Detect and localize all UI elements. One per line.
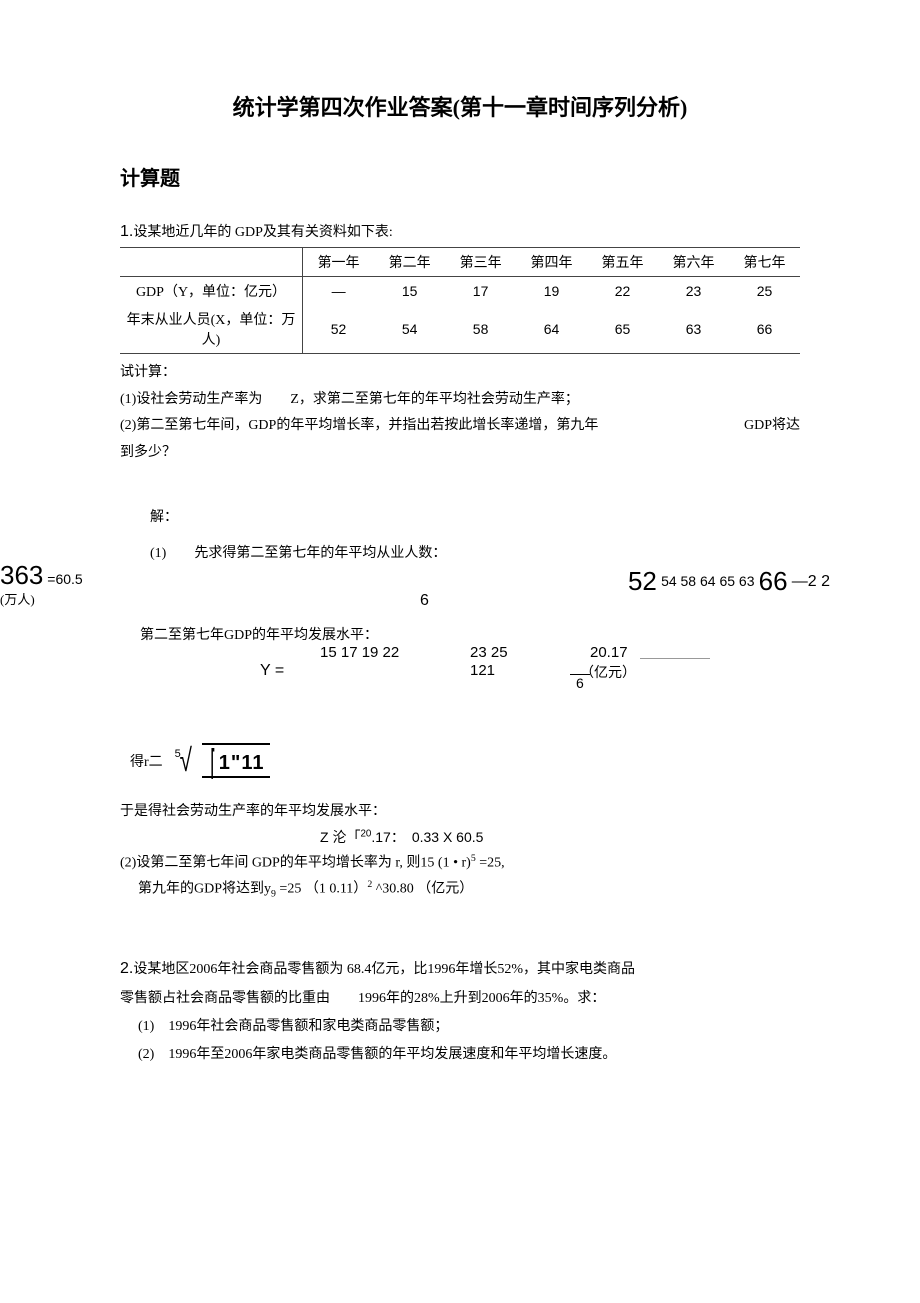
emp-y5: 65 (587, 305, 658, 354)
radicand: ⌈1"11 (202, 743, 270, 778)
col-y6: 第六年 (658, 248, 729, 277)
emp-y1: 52 (303, 305, 375, 354)
p2-lead: 2.设某地区2006年社会商品零售额为 68.4亿元，比1996年增长52%，其… (120, 953, 800, 985)
col-y7: 第七年 (729, 248, 800, 277)
p2-q1: (1) 1996年社会商品零售额和家电类商品零售额； (138, 1013, 800, 1041)
concl4: 第九年的GDP将达到y9 =25 （1 0.11）2 ^30.80 （亿元） (138, 876, 800, 903)
calc-label: 试计算： (120, 360, 800, 387)
emp-y3: 58 (445, 305, 516, 354)
ybar-rule (640, 658, 710, 659)
ybar-six: 6 (570, 674, 590, 691)
p2-line2: 零售额占社会商品零售额的比重由 1996年的28%上升到2006年的35%。求： (120, 985, 800, 1013)
concl1: 于是得社会劳动生产率的年平均发展水平： (120, 799, 800, 824)
root-expression: 得r二 5√ ⌈1"11 (130, 742, 800, 779)
col-y1: 第一年 (303, 248, 375, 277)
solution-label: 解： (150, 506, 800, 526)
p2-q2: (2) 1996年至2006年家电类商品零售额的年平均发展速度和年平均增长速度。 (138, 1041, 800, 1069)
eq-mid: 54 58 64 65 63 (661, 573, 754, 589)
p1-q2b: GDP将达 (744, 413, 800, 440)
conclusion-block: 于是得社会劳动生产率的年平均发展水平： Z 沦「20.17： 0.33 X 60… (120, 799, 800, 902)
table-row-employ: 年末从业人员(X，单位：万人) 52 54 58 64 65 63 66 (120, 305, 800, 354)
gdp-y7: 25 (729, 277, 800, 306)
eq-66: 66 (759, 566, 788, 596)
p1-q2-line: (2)第二至第七年间，GDP的年平均增长率，并指出若按此增长率递增，第九年 GD… (120, 413, 800, 440)
gdp-y1: — (303, 277, 375, 306)
step1: (1) 先求得第二至第七年的年平均从业人数： (150, 542, 800, 562)
left-fraction: 363 =60.5 (万人) (0, 560, 83, 608)
col-y3: 第三年 (445, 248, 516, 277)
concl3: (2)设第二至第七年间 GDP的年平均增长率为 r, 则15 (1 • r)5 … (120, 850, 800, 876)
table-corner (120, 248, 303, 277)
row1-label: GDP（Y，单位：亿元） (120, 277, 303, 306)
gdp-avg-label: 第二至第七年GDP的年平均发展水平： (140, 624, 800, 644)
p1-q1: (1)设社会劳动生产率为 Z，求第二至第七年的年平均社会劳动生产率； (120, 387, 800, 414)
row2-label: 年末从业人员(X，单位：万人) (120, 305, 303, 354)
root-surd-icon: √ (179, 742, 191, 779)
p1-q2a: (2)第二至第七年间，GDP的年平均增长率，并指出若按此增长率递增，第九年 (120, 413, 598, 440)
ybar-equation: Y = 15 17 19 22 23 25 121 20.17 （亿元） 6 (260, 644, 800, 692)
concl2: Z 沦「20.17： 0.33 X 60.5 (320, 825, 800, 850)
p2-number: 2. (120, 960, 133, 977)
page-title: 统计学第四次作业答案(第十一章时间序列分析) (120, 90, 800, 122)
col-y2: 第二年 (374, 248, 445, 277)
ybar-avg: 20.17 (590, 644, 628, 661)
problem1-number: 1. (120, 223, 133, 240)
p1-q2c: 到多少？ (120, 440, 800, 467)
ybar-nums2: 23 25 (470, 644, 508, 661)
ybar-label: Y = (260, 662, 284, 680)
emp-y4: 64 (516, 305, 587, 354)
gdp-y4: 19 (516, 277, 587, 306)
emp-y6: 63 (658, 305, 729, 354)
frac-eq: =60.5 (47, 571, 82, 587)
root-prefix: 得r二 (130, 751, 163, 771)
problem1-intro-text: 设某地近几年的 GDP及其有关资料如下表: (133, 225, 392, 240)
eq-six: 6 (420, 592, 429, 610)
emp-y2: 54 (374, 305, 445, 354)
frac-unit: (万人) (0, 592, 35, 607)
ybar-nums1: 15 17 19 22 (320, 644, 399, 661)
col-y4: 第四年 (516, 248, 587, 277)
frac-363: 363 (0, 560, 43, 590)
col-y5: 第五年 (587, 248, 658, 277)
bracket-icon: ⌈ (211, 744, 216, 785)
gdp-y5: 22 (587, 277, 658, 306)
gdp-y6: 23 (658, 277, 729, 306)
problem1-intro: 1.设某地近几年的 GDP及其有关资料如下表: (120, 221, 800, 241)
avg-employ-equation: 6 52 54 58 64 65 63 66 —2 2 (120, 566, 800, 616)
gdp-y3: 17 (445, 277, 516, 306)
radicand-text: 1"11 (219, 752, 265, 774)
table-header-row: 第一年 第二年 第三年 第四年 第五年 第六年 第七年 (120, 248, 800, 277)
eq-52: 52 (628, 566, 657, 596)
gdp-y2: 15 (374, 277, 445, 306)
table-row-gdp: GDP（Y，单位：亿元） — 15 17 19 22 23 25 (120, 277, 800, 306)
p2-lead-text: 设某地区2006年社会商品零售额为 68.4亿元，比1996年增长52%，其中家… (133, 962, 635, 977)
emp-y7: 66 (729, 305, 800, 354)
section-heading: 计算题 (120, 162, 800, 191)
eq-tail: —2 2 (792, 573, 830, 590)
problem2: 2.设某地区2006年社会商品零售额为 68.4亿元，比1996年增长52%，其… (120, 953, 800, 1069)
ybar-121: 121 (470, 662, 495, 679)
gdp-table: 第一年 第二年 第三年 第四年 第五年 第六年 第七年 GDP（Y，单位：亿元）… (120, 247, 800, 354)
